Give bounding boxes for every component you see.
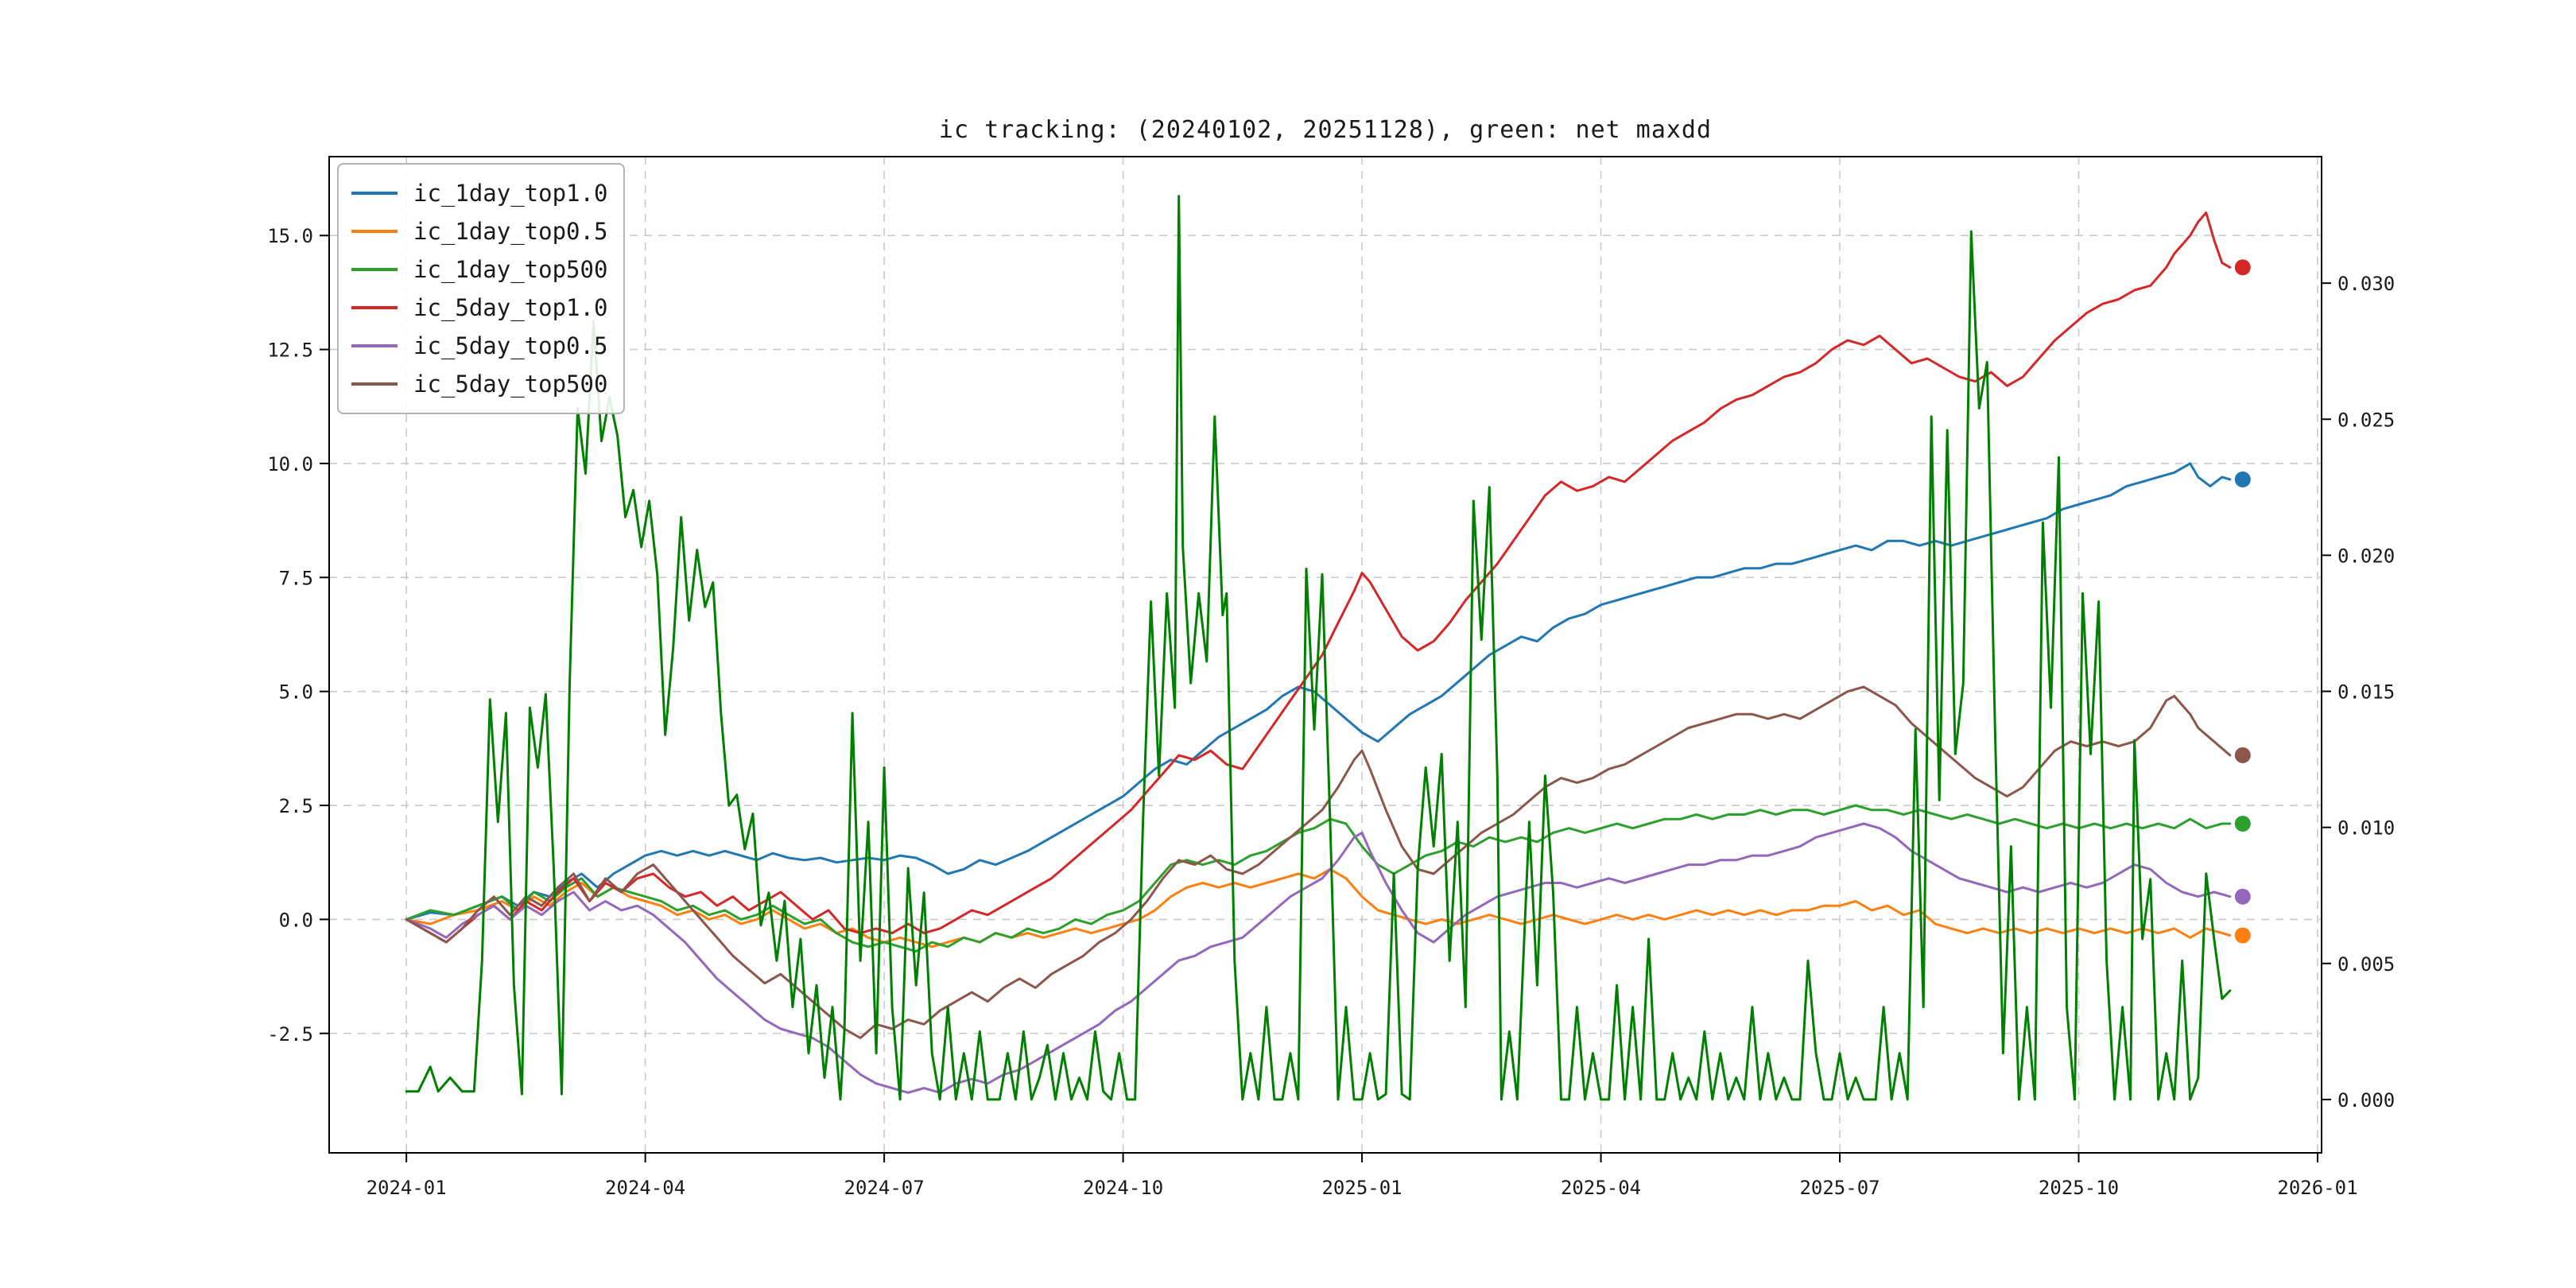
series-line-ic_1day_top0.5 bbox=[405, 867, 2232, 949]
y-left-tick-label: -2.5 bbox=[267, 1023, 313, 1046]
legend-line-swatch bbox=[351, 268, 398, 271]
y-right-tick-label: 0.010 bbox=[2337, 817, 2395, 840]
x-tick-label: 2024-10 bbox=[1083, 1177, 1163, 1199]
series-end-dot-ic_1day_top0.5 bbox=[2234, 927, 2251, 944]
legend-item-ic_1day_top0.5: ic_1day_top0.5 bbox=[351, 212, 607, 250]
legend-line-swatch bbox=[351, 306, 398, 309]
legend-line-swatch bbox=[351, 192, 398, 195]
series-end-dot-ic_5day_top500 bbox=[2234, 747, 2251, 763]
plot-border bbox=[328, 156, 2322, 1154]
y-left-tick-label: 0.0 bbox=[279, 909, 313, 931]
legend-label: ic_1day_top500 bbox=[413, 256, 608, 283]
legend-line-swatch bbox=[351, 382, 398, 386]
x-tick-label: 2025-10 bbox=[2039, 1177, 2119, 1199]
legend-line-swatch bbox=[351, 344, 398, 347]
legend-item-ic_5day_top500: ic_5day_top500 bbox=[351, 365, 607, 403]
y-left-tick-label: 15.0 bbox=[267, 225, 313, 247]
y-right-tick-label: 0.015 bbox=[2337, 681, 2395, 704]
legend-item-ic_5day_top1.0: ic_5day_top1.0 bbox=[351, 289, 607, 327]
y-right-tick-label: 0.000 bbox=[2337, 1089, 2395, 1111]
series-end-dot-ic_5day_top0.5 bbox=[2234, 888, 2251, 905]
legend-label: ic_5day_top1.0 bbox=[413, 294, 608, 321]
chart-legend: ic_1day_top1.0 ic_1day_top0.5 ic_1day_top5… bbox=[337, 163, 626, 414]
legend-label: ic_1day_top1.0 bbox=[413, 180, 608, 207]
series-line-ic_1day_top500 bbox=[405, 804, 2232, 952]
series-line-ic_5day_top0.5 bbox=[405, 822, 2232, 1094]
series-line-net_maxdd bbox=[405, 195, 2232, 1101]
y-right-tick-label: 0.025 bbox=[2337, 409, 2395, 431]
x-tick-label: 2024-07 bbox=[844, 1177, 925, 1199]
legend-item-ic_1day_top500: ic_1day_top500 bbox=[351, 250, 607, 289]
legend-item-ic_1day_top1.0: ic_1day_top1.0 bbox=[351, 174, 607, 212]
legend-label: ic_5day_top0.5 bbox=[413, 332, 608, 359]
x-tick-label: 2025-04 bbox=[1561, 1177, 1641, 1199]
x-tick-label: 2025-07 bbox=[1799, 1177, 1880, 1199]
legend-line-swatch bbox=[351, 230, 398, 233]
y-left-tick-label: 10.0 bbox=[267, 453, 313, 475]
series-end-dot-ic_5day_top1.0 bbox=[2234, 259, 2251, 276]
y-left-tick-label: 2.5 bbox=[279, 795, 313, 817]
series-line-ic_5day_top1.0 bbox=[405, 211, 2232, 944]
y-left-tick-label: 5.0 bbox=[279, 681, 313, 704]
x-tick-label: 2025-01 bbox=[1321, 1177, 1402, 1199]
y-left-tick-label: 12.5 bbox=[267, 339, 313, 362]
series-line-ic_5day_top500 bbox=[405, 685, 2232, 1039]
legend-label: ic_5day_top500 bbox=[413, 370, 608, 398]
y-left-tick-label: 7.5 bbox=[279, 567, 313, 589]
series-end-dot-ic_1day_top1.0 bbox=[2234, 471, 2251, 487]
x-tick-label: 2026-01 bbox=[2277, 1177, 2357, 1199]
series-end-dot-ic_1day_top500 bbox=[2234, 816, 2251, 832]
y-right-tick-label: 0.030 bbox=[2337, 273, 2395, 295]
x-tick-label: 2024-04 bbox=[605, 1177, 685, 1199]
x-tick-label: 2024-01 bbox=[367, 1177, 447, 1199]
y-right-tick-label: 0.020 bbox=[2337, 545, 2395, 567]
legend-item-ic_5day_top0.5: ic_5day_top0.5 bbox=[351, 327, 607, 365]
chart-title: ic tracking: (20240102, 20251128), green… bbox=[938, 116, 1713, 144]
y-right-tick-label: 0.005 bbox=[2337, 953, 2395, 976]
legend-label: ic_1day_top0.5 bbox=[413, 218, 608, 245]
